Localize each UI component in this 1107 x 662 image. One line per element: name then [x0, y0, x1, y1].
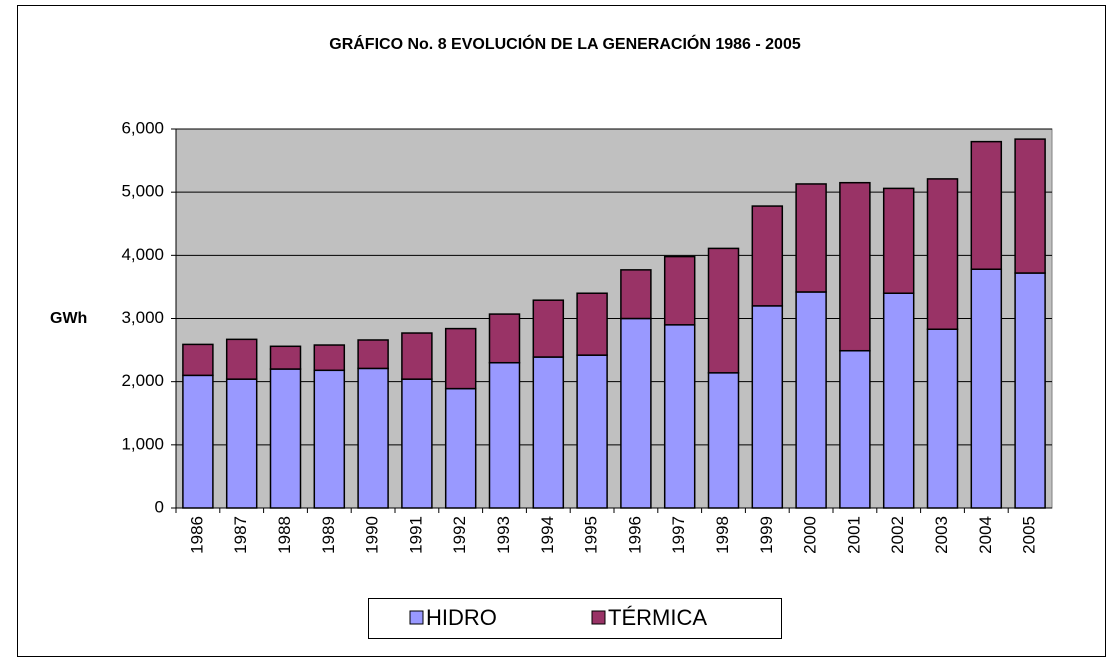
bar — [269, 345, 302, 370]
bar — [488, 361, 521, 509]
y-tick-label: 1,000 — [121, 434, 164, 453]
bar — [401, 378, 433, 509]
chart-title: GRÁFICO No. 8 EVOLUCIÓN DE LA GENERACIÓN… — [329, 34, 801, 53]
x-tick-label: 1994 — [538, 516, 557, 554]
bar — [357, 339, 389, 370]
bar — [839, 181, 871, 352]
bar — [620, 269, 652, 320]
bar — [401, 332, 433, 380]
bar — [926, 328, 959, 509]
x-tick-label: 2000 — [801, 516, 820, 554]
bar — [1014, 272, 1046, 509]
x-tick-label: 1999 — [757, 516, 776, 554]
x-tick-label: 1990 — [363, 516, 382, 554]
bar — [751, 305, 784, 509]
legend-label: TÉRMICA — [608, 605, 707, 630]
bar — [795, 291, 827, 509]
bar — [444, 387, 477, 509]
bar — [357, 367, 389, 509]
x-tick-label: 1991 — [406, 516, 425, 554]
legend-label: HIDRO — [426, 605, 497, 630]
bar — [620, 317, 652, 509]
x-tick-label: 1988 — [275, 516, 294, 554]
x-tick-label: 1986 — [187, 516, 206, 554]
bar — [663, 255, 696, 326]
bar — [707, 247, 740, 374]
bar — [751, 205, 784, 307]
bar — [313, 344, 346, 372]
bar — [532, 299, 565, 358]
x-tick-label: 1995 — [582, 516, 601, 554]
bar — [882, 187, 915, 294]
x-tick-label: 1987 — [231, 516, 250, 554]
x-tick-label: 1997 — [669, 516, 688, 554]
bar — [225, 378, 258, 509]
x-tick-label: 1989 — [319, 516, 338, 554]
x-tick-label: 2002 — [888, 516, 907, 554]
legend-swatch — [409, 610, 424, 625]
bar — [444, 327, 477, 390]
bar — [182, 374, 214, 509]
x-tick-label: 2003 — [932, 516, 951, 554]
bar — [1014, 138, 1046, 274]
x-tick-label: 1993 — [494, 516, 513, 554]
y-tick-label: 5,000 — [121, 182, 164, 201]
bar — [182, 343, 214, 377]
bar — [882, 292, 915, 509]
bar — [269, 368, 302, 509]
x-tick-label: 1998 — [713, 516, 732, 554]
bar — [663, 324, 696, 509]
x-tick-label: 2001 — [844, 516, 863, 554]
bar — [970, 140, 1003, 270]
bar — [576, 292, 608, 356]
y-tick-label: 6,000 — [121, 118, 164, 137]
bar — [576, 354, 608, 509]
bar — [795, 183, 827, 293]
bar — [970, 268, 1003, 509]
x-tick-label: 2005 — [1020, 516, 1039, 554]
legend-swatch — [591, 610, 606, 625]
bar — [926, 178, 959, 330]
x-tick-label: 2004 — [976, 516, 995, 554]
bar — [532, 356, 565, 509]
y-tick-label: 0 — [155, 497, 164, 516]
bar — [488, 313, 521, 364]
x-tick-label: 1996 — [625, 516, 644, 554]
bar — [839, 349, 871, 509]
y-tick-label: 3,000 — [121, 308, 164, 327]
bar — [313, 369, 346, 509]
y-tick-label: 4,000 — [121, 245, 164, 264]
bar — [225, 338, 258, 380]
x-tick-label: 1992 — [450, 516, 469, 554]
legend-box — [368, 598, 782, 639]
y-axis-label: GWh — [50, 310, 87, 327]
bar — [707, 372, 740, 509]
y-tick-label: 2,000 — [121, 371, 164, 390]
